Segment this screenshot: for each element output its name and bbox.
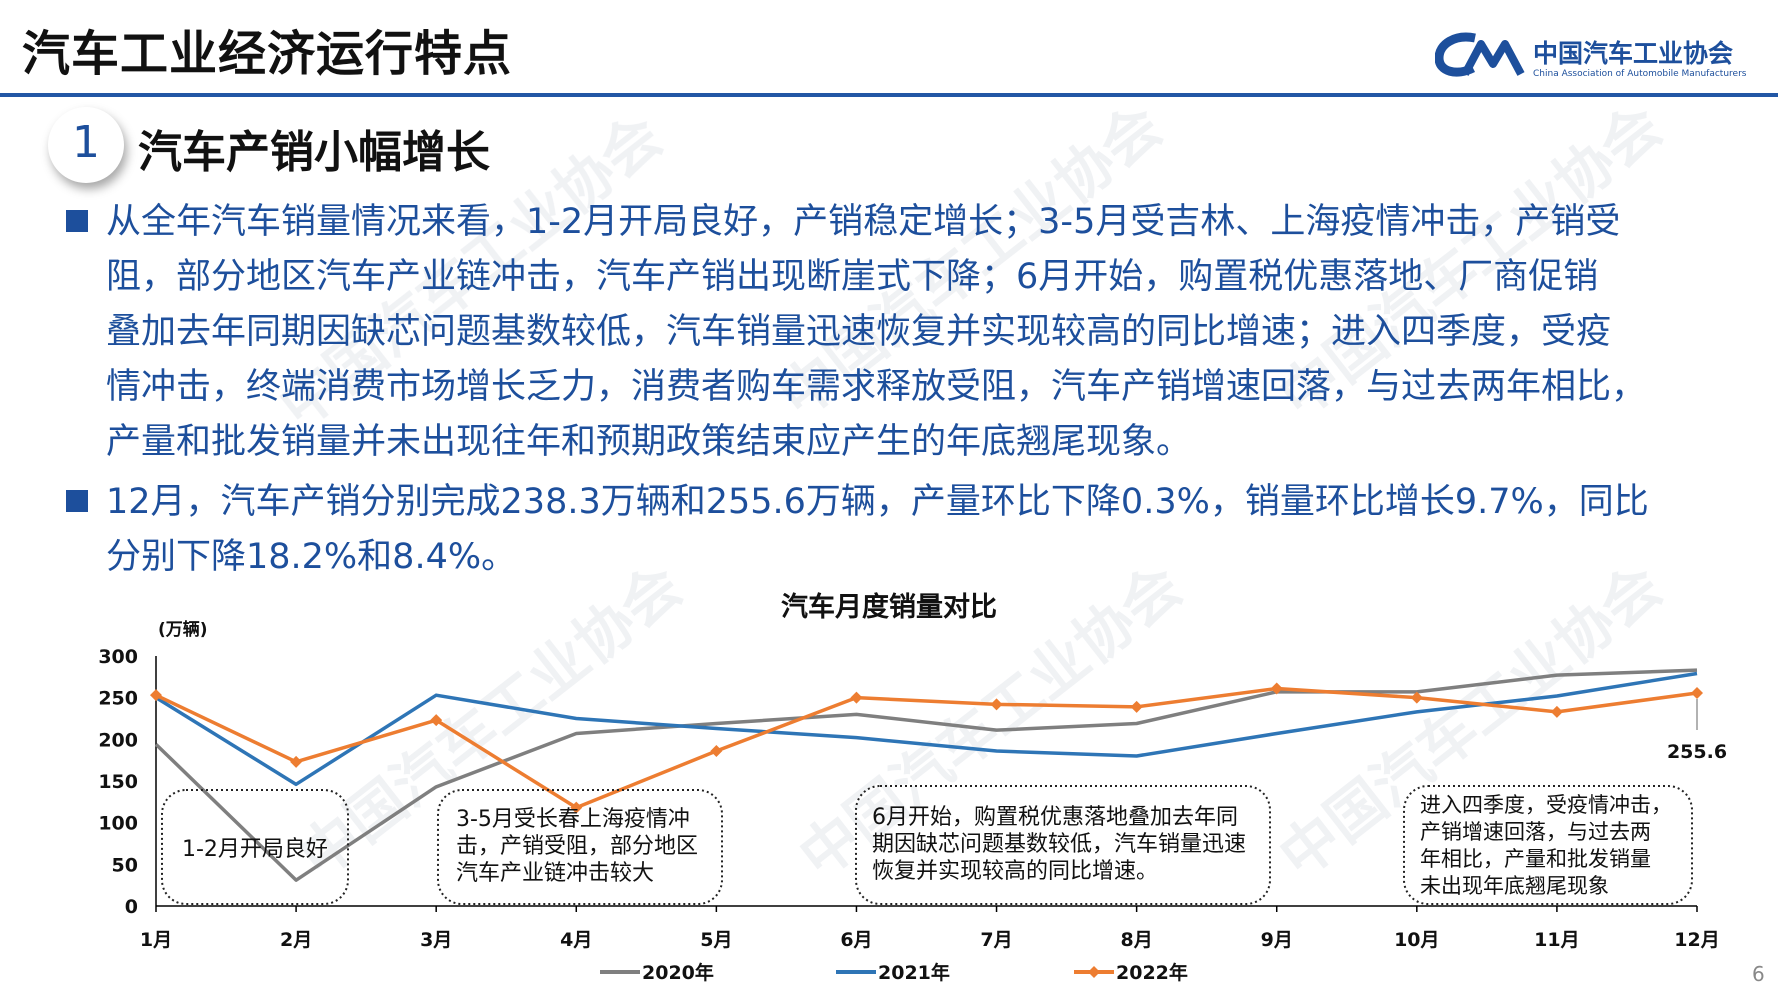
data-label: 255.6 — [1667, 741, 1727, 763]
y-tick-label: 200 — [98, 729, 138, 751]
section-number: 1 — [72, 117, 100, 168]
x-tick-label: 12月 — [1674, 929, 1719, 951]
bullet-square-icon — [66, 210, 88, 232]
paragraph-line: 情冲击，终端消费市场增长乏力，消费者购车需求释放受阻，汽车产销增速回落，与过去两… — [106, 367, 1647, 407]
y-tick-label: 0 — [125, 896, 138, 918]
annotation-box — [437, 789, 723, 905]
data-point — [1691, 687, 1703, 699]
data-point — [430, 714, 443, 727]
slide-title: 汽车工业经济运行特点 — [22, 26, 513, 82]
paragraph-line: 12月，汽车产销分别完成238.3万辆和255.6万辆，产量环比下降0.3%，销… — [106, 482, 1649, 522]
x-tick-label: 2月 — [280, 929, 312, 951]
legend-label: 2021年 — [878, 961, 950, 984]
bullet-square-icon — [66, 490, 88, 512]
paragraph-line: 阻，部分地区汽车产业链冲击，汽车产销出现断崖式下降；6月开始，购置税优惠落地、厂… — [106, 257, 1599, 297]
paragraph-1: 从全年汽车销量情况来看，1-2月开局良好，产销稳定增长；3-5月受吉林、上海疫情… — [106, 195, 1646, 470]
annotation-text: 未出现年底翘尾现象 — [1420, 874, 1609, 898]
annotation-box — [1403, 785, 1693, 905]
page-number: 6 — [1752, 962, 1765, 986]
series-line-2021年 — [155, 671, 1698, 787]
caam-logo-icon — [1435, 32, 1525, 77]
paragraph-line: 分别下降18.2%和8.4%。 — [106, 537, 517, 577]
paragraph-line: 叠加去年同期因缺芯问题基数较低，汽车销量迅速恢复并实现较高的同比增速；进入四季度… — [106, 312, 1612, 352]
series-line-2020年 — [154, 668, 1698, 882]
annotation-text: 恢复并实现较高的同比增速。 — [872, 859, 1158, 884]
section-number-badge: 1 — [48, 107, 124, 183]
annotation-text: 汽车产业链冲击较大 — [456, 861, 654, 886]
data-point — [570, 801, 583, 814]
logo-text-en: China Association of Automobile Manufact… — [1533, 69, 1747, 79]
x-tick-label: 4月 — [560, 929, 592, 951]
data-point — [1410, 691, 1423, 704]
x-tick-label: 11月 — [1534, 929, 1579, 951]
data-point — [1270, 682, 1283, 695]
y-tick-label: 150 — [98, 771, 138, 793]
y-tick-label: 100 — [98, 813, 138, 835]
annotation-text: 进入四季度，受疫情冲击， — [1420, 793, 1672, 817]
header-rule — [0, 93, 1778, 97]
section-title: 汽车产销小幅增长 — [138, 127, 490, 178]
x-tick-label: 6月 — [840, 929, 872, 951]
series-line-2022年 — [155, 686, 1698, 810]
paragraph-line: 产量和批发销量并未出现往年和预期政策结束应产生的年底翘尾现象。 — [106, 422, 1192, 462]
annotation-text: 期因缺芯问题基数较低，汽车销量迅速 — [872, 832, 1246, 857]
annotation-text: 产销增速回落，与过去两 — [1420, 820, 1651, 844]
y-tick-label: 300 — [98, 646, 138, 668]
annotation-text: 击，产销受阻，部分地区 — [456, 834, 698, 859]
paragraph-line: 从全年汽车销量情况来看，1-2月开局良好，产销稳定增长；3-5月受吉林、上海疫情… — [106, 202, 1621, 242]
logo-text-cn: 中国汽车工业协会 — [1533, 39, 1734, 68]
x-tick-label: 1月 — [140, 929, 172, 951]
caam-logo: 中国汽车工业协会 China Association of Automobile… — [1435, 28, 1746, 86]
legend-marker — [1088, 966, 1100, 978]
annotation-text: 6月开始，购置税优惠落地叠加去年同 — [872, 805, 1238, 830]
legend-label: 2022年 — [1116, 961, 1188, 984]
data-point — [710, 745, 723, 757]
chart-title: 汽车月度销量对比 — [781, 592, 997, 623]
data-point — [1550, 705, 1563, 718]
data-point — [150, 689, 162, 702]
x-tick-label: 8月 — [1121, 929, 1153, 951]
data-point — [290, 755, 303, 768]
x-tick-label: 7月 — [980, 929, 1012, 951]
legend-label: 2020年 — [642, 961, 714, 984]
y-tick-label: 50 — [112, 854, 138, 876]
x-tick-label: 5月 — [700, 929, 732, 951]
x-tick-label: 3月 — [420, 929, 452, 951]
x-tick-label: 9月 — [1261, 929, 1293, 951]
y-tick-label: 250 — [98, 688, 138, 710]
data-point — [850, 691, 863, 704]
y-axis-label: (万辆) — [158, 619, 208, 640]
data-point — [1130, 700, 1143, 713]
annotation-text: 年相比，产量和批发销量 — [1420, 847, 1651, 871]
annotation-text: 3-5月受长春上海疫情冲 — [456, 807, 690, 832]
data-point — [990, 698, 1003, 711]
annotation-text: 1-2月开局良好 — [182, 837, 328, 862]
x-tick-label: 10月 — [1394, 929, 1439, 951]
paragraph-2: 12月，汽车产销分别完成238.3万辆和255.6万辆，产量环比下降0.3%，销… — [106, 475, 1649, 585]
